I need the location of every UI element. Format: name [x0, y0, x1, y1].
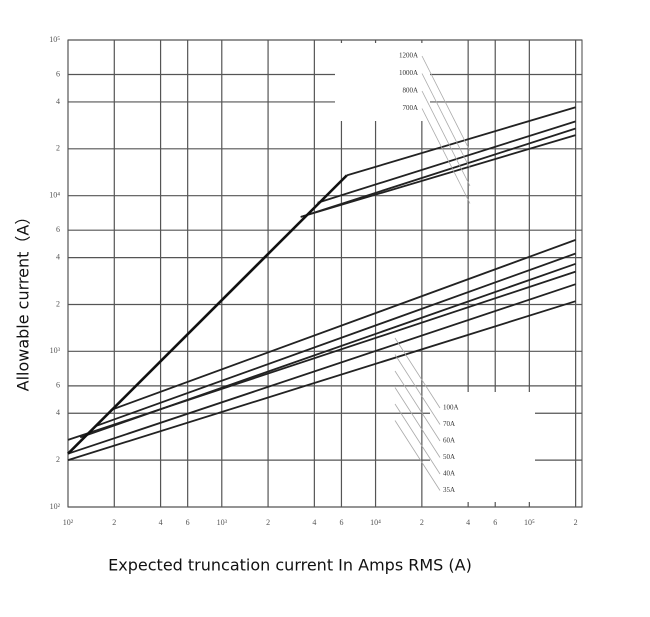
x-tick-label: 6 — [493, 518, 497, 527]
legend-leader — [394, 337, 441, 409]
legend-box — [430, 392, 535, 502]
legend-label: 40A — [443, 470, 455, 478]
legend-leader — [421, 73, 471, 169]
legend-label: 1000A — [399, 69, 418, 77]
series-line — [94, 252, 576, 428]
x-tick-label: 10⁴ — [370, 518, 381, 527]
y-tick-label: 4 — [56, 408, 60, 417]
y-tick-label: 10³ — [50, 346, 61, 355]
y-tick-label: 10² — [50, 502, 61, 511]
legend-label: 1200A — [399, 52, 418, 60]
y-tick-label: 6 — [56, 69, 60, 78]
x-tick-label: 4 — [159, 518, 163, 527]
legend-leader — [394, 420, 441, 491]
y-tick-label: 10⁵ — [49, 35, 60, 44]
x-tick-label: 2 — [266, 518, 270, 527]
legend-label: 700A — [402, 104, 418, 112]
legend-leader — [394, 403, 441, 475]
series-line — [67, 300, 576, 461]
legend-leader — [394, 354, 441, 425]
series-line — [317, 120, 576, 204]
y-tick-label: 4 — [56, 97, 60, 106]
y-tick-label: 2 — [56, 455, 60, 464]
x-tick-label: 4 — [312, 518, 316, 527]
legend: 1200A 1000A 800A 700A 100A 70A 60A 50A 40A 35A — [394, 52, 471, 494]
x-tick-label: 2 — [574, 518, 578, 527]
x-axis-label: Expected truncation current In Amps RMS … — [108, 556, 472, 575]
legend-leader — [421, 108, 471, 204]
y-tick-label: 6 — [56, 381, 60, 390]
series-line — [67, 283, 576, 455]
x-tick-label: 10² — [63, 518, 74, 527]
y-tick-label: 4 — [56, 252, 60, 261]
series-line — [300, 134, 576, 218]
y-tick-label: 2 — [56, 144, 60, 153]
y-tick-label: 10⁴ — [49, 190, 60, 199]
legend-box — [335, 43, 430, 121]
legend-label: 100A — [443, 404, 459, 412]
y-axis-label: Allowable current（A） — [14, 209, 33, 392]
series-line — [67, 270, 576, 441]
legend-label: 35A — [443, 486, 455, 494]
y-tick-label: 6 — [56, 225, 60, 234]
x-tick-label: 10³ — [217, 518, 228, 527]
series-line — [300, 127, 576, 218]
series-line — [67, 174, 348, 455]
x-tick-label: 2 — [112, 518, 116, 527]
legend-leader — [421, 55, 471, 152]
x-tick-label: 6 — [339, 518, 343, 527]
x-tick-label: 6 — [186, 518, 190, 527]
legend-leader — [394, 370, 441, 442]
x-tick-label: 10⁵ — [524, 518, 535, 527]
legend-leader — [421, 90, 471, 187]
x-tick-label: 2 — [420, 518, 424, 527]
legend-label: 50A — [443, 453, 455, 461]
legend-label: 60A — [443, 437, 455, 445]
legend-label: 800A — [402, 87, 418, 95]
y-tick-label: 2 — [56, 299, 60, 308]
series-line — [346, 106, 576, 177]
x-tick-label: 4 — [466, 518, 470, 527]
lines — [67, 106, 576, 461]
legend-leader — [394, 387, 441, 458]
series-line — [110, 239, 576, 411]
legend-label: 70A — [443, 420, 455, 428]
